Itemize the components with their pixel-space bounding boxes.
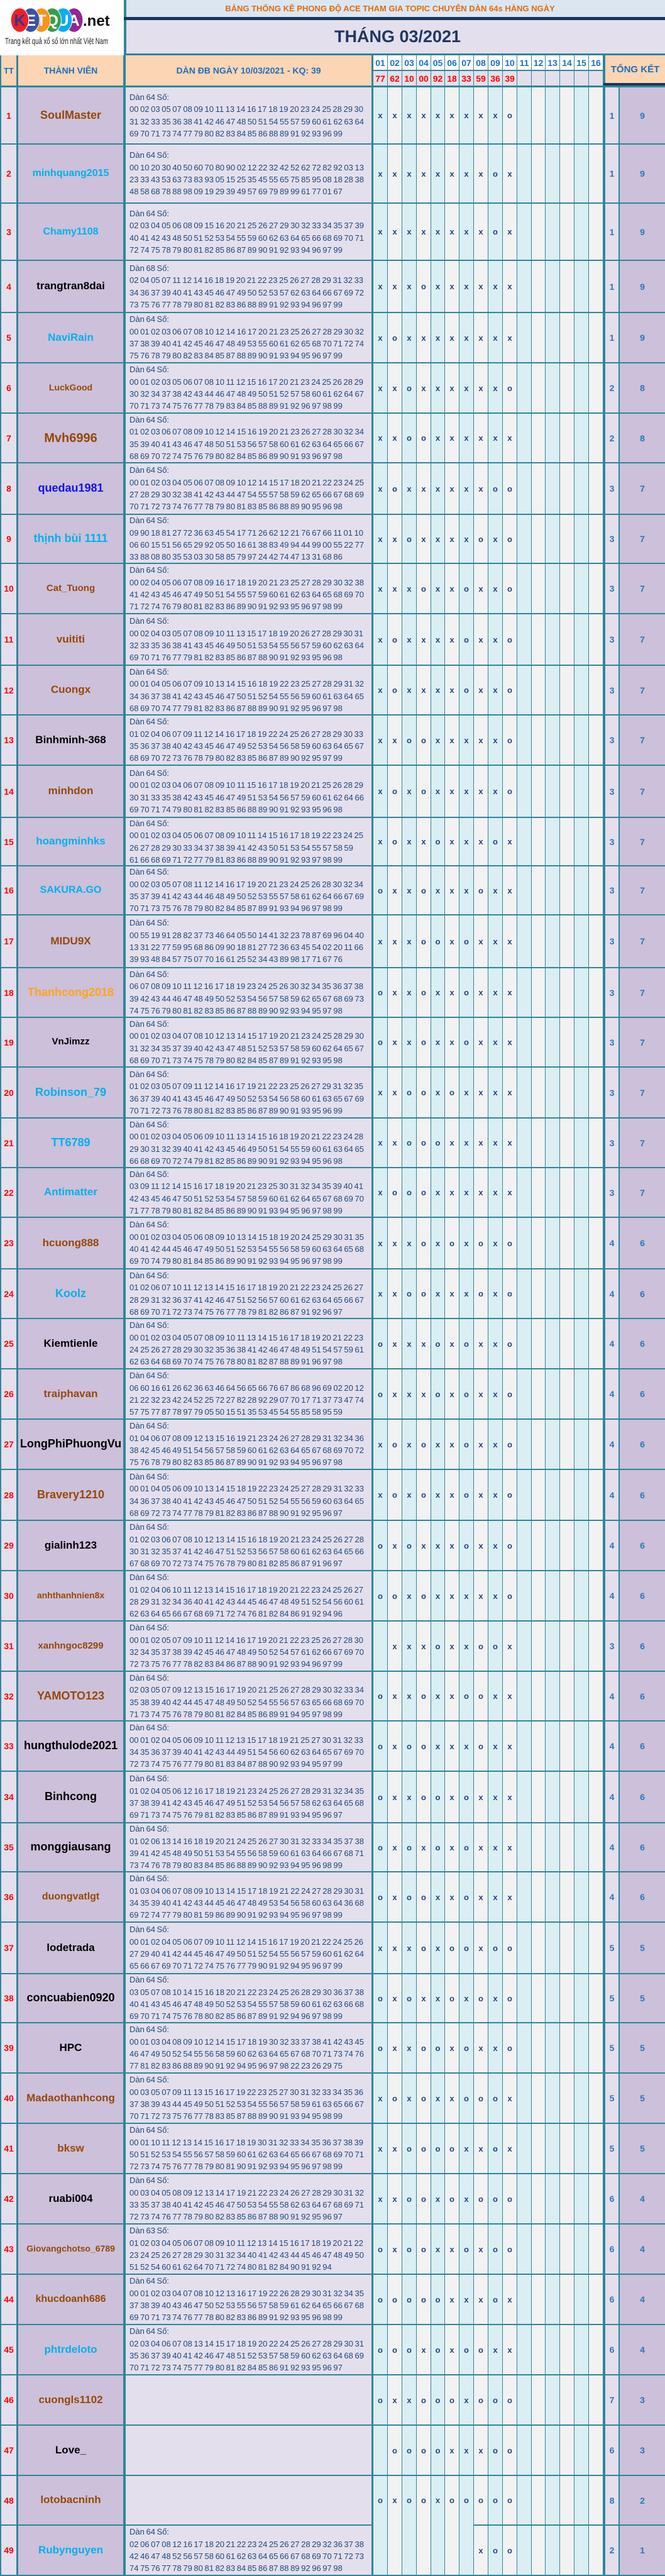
svg-text:K: K [14, 12, 25, 30]
svg-text:.net: .net [83, 13, 110, 30]
svg-text:Trang kết quả xổ số lớn nhất V: Trang kết quả xổ số lớn nhất Việt Nam [5, 36, 108, 46]
